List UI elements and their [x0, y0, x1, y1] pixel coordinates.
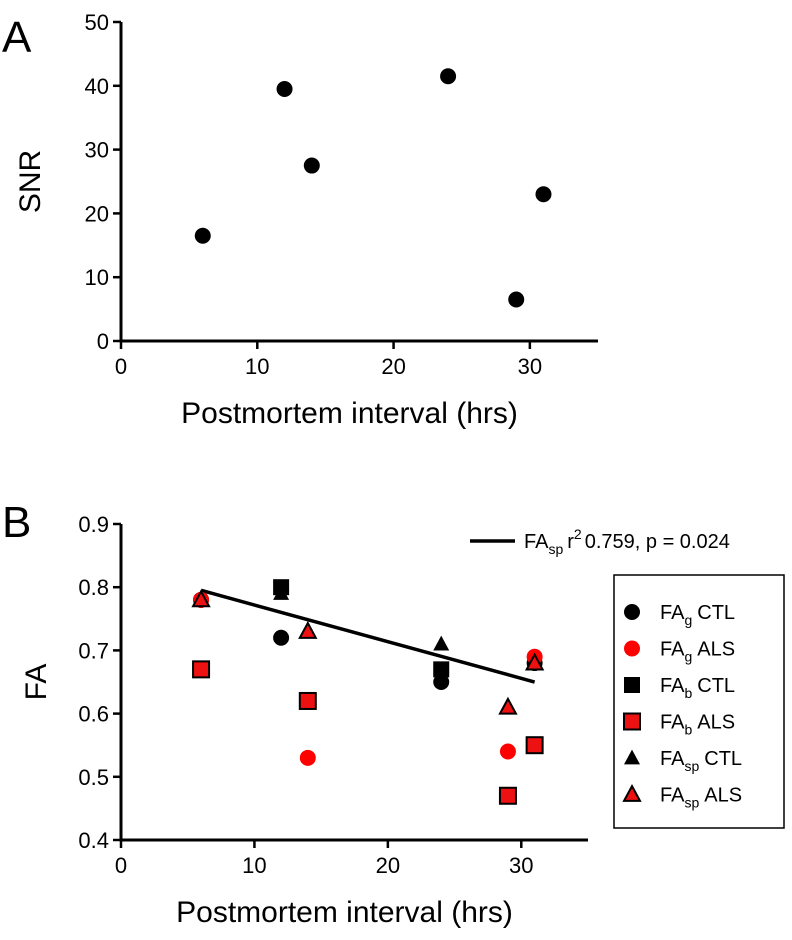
legend-marker: [623, 712, 641, 731]
data-point: [498, 696, 518, 715]
y-tick-label: 0.6: [78, 702, 109, 727]
data-point: [535, 186, 552, 203]
y-axis-title: FA: [20, 664, 53, 701]
data-point: [433, 635, 450, 651]
x-axis-title: Postmortem interval (hrs): [176, 896, 513, 929]
data-point: [433, 674, 450, 690]
x-tick-label: 30: [518, 354, 542, 379]
y-tick-label: 0.7: [78, 638, 109, 663]
data-point: [273, 629, 290, 646]
y-tick-label: 50: [85, 10, 109, 35]
data-point: [440, 68, 457, 85]
legend-label: FAb ALS: [660, 712, 735, 738]
fit-legend-label: FAsp r2 0.759, p = 0.024: [524, 526, 730, 557]
y-tick-label: 30: [85, 138, 109, 163]
y-tick-label: 0.4: [78, 828, 109, 853]
y-axis-title: SNR: [14, 150, 47, 213]
y-tick-label: 10: [85, 265, 109, 290]
y-tick-label: 0.9: [78, 512, 109, 537]
panel-label-a: A: [2, 13, 32, 62]
data-point: [194, 227, 211, 244]
y-tick-label: 0.5: [78, 765, 109, 790]
panel-label-b: B: [2, 498, 31, 547]
data-point: [524, 652, 545, 671]
x-tick-label: 10: [242, 853, 266, 878]
data-point: [499, 743, 516, 760]
legend-marker: [624, 604, 640, 620]
x-tick-label: 20: [381, 354, 405, 379]
data-point: [303, 157, 320, 174]
y-tick-label: 0.8: [78, 575, 109, 600]
legend: FAg CTL FAg ALS FAb CTL FAb ALS FAsp CTL FAsp ALS: [613, 574, 785, 829]
legend-label: FAb CTL: [660, 675, 735, 701]
legend-marker: [624, 749, 640, 765]
x-tick-label: 0: [115, 853, 127, 878]
y-tick-label: 0: [97, 329, 109, 354]
data-point: [433, 661, 450, 678]
data-point: [191, 589, 211, 608]
legend-box: [613, 574, 785, 829]
y-tick-label: 20: [85, 201, 109, 226]
data-point: [498, 786, 517, 805]
legend-label: FAg CTL: [660, 602, 735, 628]
regression-line: [200, 588, 536, 684]
data-point: [298, 691, 317, 710]
legend-marker: [622, 783, 642, 802]
legend-marker: [624, 640, 640, 657]
data-point: [192, 660, 211, 679]
data-point: [276, 80, 293, 97]
x-axis-title: Postmortem interval (hrs): [181, 397, 518, 430]
x-tick-label: 10: [245, 354, 269, 379]
data-point: [508, 291, 525, 308]
x-tick-label: 0: [115, 354, 127, 379]
data-point: [273, 585, 290, 600]
legend-label: FAsp ALS: [660, 785, 742, 811]
data-point: [298, 620, 318, 639]
x-tick-label: 20: [376, 853, 400, 878]
data-point: [299, 749, 316, 766]
x-tick-label: 30: [509, 853, 533, 878]
panel-b-chart: 0.4 0.5 0.6 0.7 0.8 0.9 0 10 20 30 Postmortem inte…: [20, 512, 785, 929]
legend-label: FAg ALS: [660, 639, 735, 665]
data-point: [525, 736, 544, 755]
y-tick-label: 40: [85, 74, 109, 99]
legend-marker: [624, 677, 640, 693]
legend-label: FAsp CTL: [660, 748, 742, 774]
